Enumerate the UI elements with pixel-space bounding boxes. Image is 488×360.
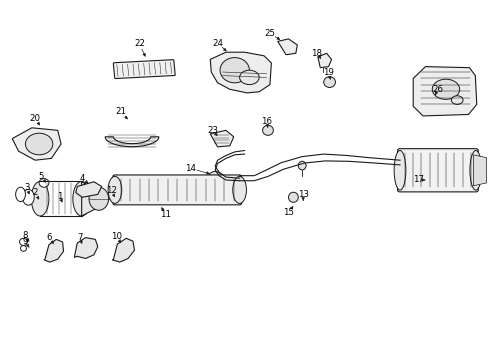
Ellipse shape — [31, 181, 49, 216]
Text: 14: 14 — [185, 164, 196, 173]
Ellipse shape — [16, 187, 25, 202]
Ellipse shape — [262, 125, 273, 135]
Text: 10: 10 — [111, 233, 122, 242]
Ellipse shape — [20, 246, 26, 251]
FancyBboxPatch shape — [397, 149, 477, 192]
Ellipse shape — [22, 189, 34, 205]
Text: 24: 24 — [212, 39, 223, 48]
Ellipse shape — [25, 133, 53, 155]
Ellipse shape — [20, 238, 27, 246]
Polygon shape — [210, 130, 233, 147]
Text: 18: 18 — [311, 49, 322, 58]
Polygon shape — [210, 52, 271, 93]
Ellipse shape — [232, 176, 246, 203]
Ellipse shape — [89, 187, 108, 210]
Polygon shape — [12, 128, 61, 160]
Text: 2: 2 — [32, 188, 38, 197]
FancyBboxPatch shape — [113, 60, 175, 78]
Polygon shape — [44, 239, 63, 262]
Text: 7: 7 — [77, 233, 82, 242]
Text: 4: 4 — [79, 174, 85, 183]
Text: 22: 22 — [134, 40, 144, 49]
Ellipse shape — [431, 79, 459, 99]
FancyBboxPatch shape — [113, 175, 241, 205]
Ellipse shape — [39, 179, 49, 187]
Text: 11: 11 — [160, 210, 170, 219]
Polygon shape — [317, 53, 331, 68]
Ellipse shape — [298, 161, 305, 170]
Text: 21: 21 — [116, 107, 126, 116]
Polygon shape — [412, 67, 476, 116]
Text: 26: 26 — [431, 85, 442, 94]
Text: 20: 20 — [30, 114, 41, 123]
Ellipse shape — [393, 150, 405, 190]
Polygon shape — [112, 238, 134, 262]
Text: 23: 23 — [207, 126, 218, 135]
Polygon shape — [105, 137, 159, 147]
Text: 13: 13 — [297, 190, 308, 199]
Text: 19: 19 — [323, 68, 333, 77]
Text: 8: 8 — [22, 231, 28, 240]
Text: 9: 9 — [23, 238, 28, 247]
Polygon shape — [81, 181, 101, 216]
Ellipse shape — [450, 96, 462, 104]
Text: 5: 5 — [39, 172, 44, 181]
Text: 17: 17 — [412, 175, 423, 184]
Ellipse shape — [323, 77, 335, 87]
Text: 16: 16 — [261, 117, 271, 126]
Polygon shape — [472, 155, 486, 186]
Polygon shape — [277, 39, 297, 55]
Ellipse shape — [288, 192, 298, 202]
Text: 12: 12 — [106, 186, 117, 195]
Ellipse shape — [73, 181, 90, 216]
Text: 3: 3 — [24, 183, 30, 192]
Text: 6: 6 — [46, 233, 52, 242]
Text: 15: 15 — [283, 208, 293, 217]
Ellipse shape — [469, 150, 481, 190]
Ellipse shape — [208, 171, 222, 184]
Polygon shape — [74, 238, 98, 258]
Text: 1: 1 — [57, 192, 62, 201]
Polygon shape — [76, 182, 102, 197]
Ellipse shape — [108, 176, 122, 203]
Text: 25: 25 — [264, 29, 275, 37]
Ellipse shape — [239, 70, 259, 85]
Ellipse shape — [220, 58, 249, 83]
